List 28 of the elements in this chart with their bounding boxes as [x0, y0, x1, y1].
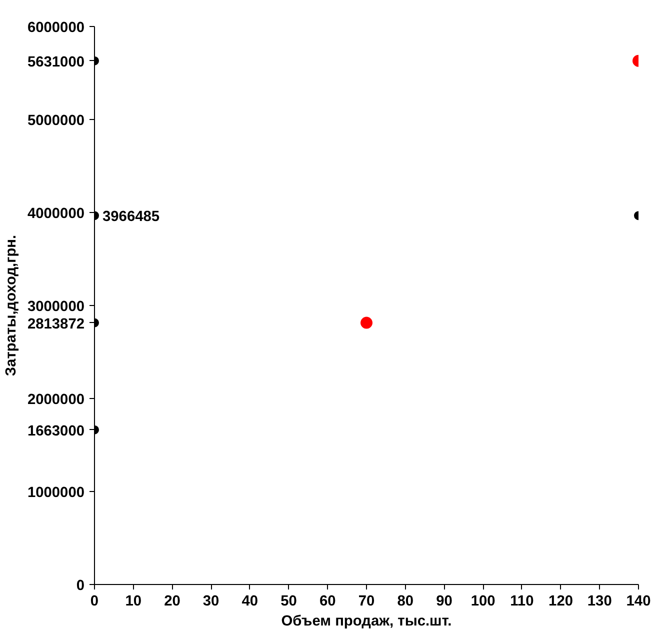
- x-tick-label: 40: [242, 594, 258, 610]
- x-tick-label: 0: [90, 594, 99, 610]
- x-tick-label: 140: [626, 594, 651, 610]
- x-tick-label: 70: [358, 594, 375, 610]
- x-tick-label: 60: [319, 594, 336, 610]
- annotation: 3966485: [102, 209, 160, 226]
- y-tick-label: 2813872: [27, 316, 85, 332]
- x-tick-label: 80: [397, 594, 414, 610]
- x-axis-title: Объем продаж, тыс.шт.: [281, 614, 452, 630]
- x-tick-label: 130: [587, 594, 612, 610]
- y-tick-label: 1000000: [27, 485, 85, 501]
- x-tick-label: 120: [548, 594, 574, 610]
- y-tick-label: 2000000: [27, 392, 85, 408]
- x-tick-label: 50: [280, 594, 297, 610]
- x-tick-label: 10: [125, 594, 142, 610]
- y-tick-label: 5000000: [27, 113, 85, 129]
- x-tick-label: 30: [202, 594, 220, 610]
- x-tick-label: 20: [164, 594, 180, 610]
- y-axis-title: Затраты,доход,грн.: [3, 234, 20, 376]
- x-tick-label: 100: [470, 594, 496, 610]
- y-tick-label: 6000000: [27, 20, 85, 36]
- y-tick-label: 3000000: [27, 299, 85, 315]
- y-tick-label: 1663000: [27, 423, 85, 440]
- x-tick-label: 110: [510, 594, 534, 610]
- y-tick-label: 4000000: [27, 206, 85, 222]
- x-tick-label: 90: [436, 594, 452, 610]
- y-tick-label: 5631000: [27, 54, 85, 70]
- y-tick-label: 0: [76, 578, 85, 594]
